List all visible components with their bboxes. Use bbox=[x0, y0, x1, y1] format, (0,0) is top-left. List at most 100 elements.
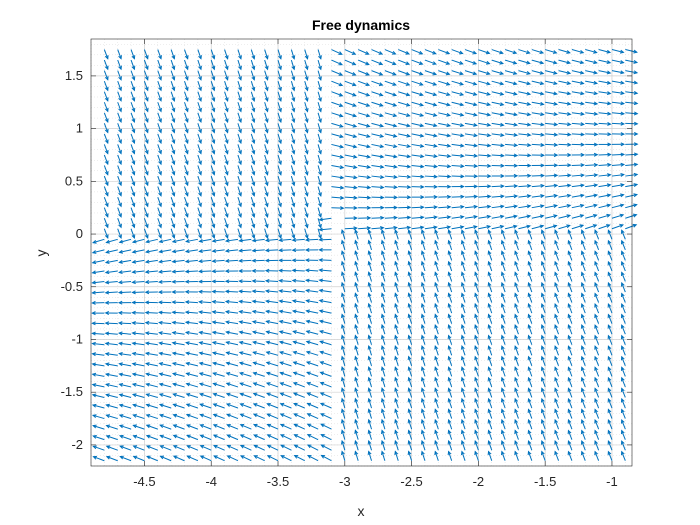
field-arrow-head bbox=[185, 351, 190, 356]
field-arrow-shaft bbox=[106, 456, 118, 462]
field-arrow-shaft bbox=[157, 91, 162, 102]
field-arrow-head bbox=[198, 289, 203, 294]
field-arrow bbox=[238, 320, 252, 325]
field-arrow bbox=[317, 91, 322, 103]
field-arrow-shaft bbox=[240, 455, 252, 462]
field-arrow bbox=[185, 413, 199, 420]
field-arrow-head bbox=[212, 413, 218, 418]
field-arrow-shaft bbox=[252, 321, 265, 325]
field-arrow-shaft bbox=[304, 218, 308, 228]
field-arrow bbox=[197, 133, 202, 145]
field-arrow-shaft bbox=[170, 196, 175, 207]
field-arrow-head bbox=[291, 258, 297, 263]
field-arrow-head bbox=[278, 258, 283, 263]
field-arrow bbox=[199, 445, 212, 451]
field-arrow-shaft bbox=[170, 81, 175, 91]
field-arrow-head bbox=[341, 271, 345, 276]
field-arrow-shaft bbox=[304, 154, 308, 165]
field-arrow bbox=[184, 91, 189, 102]
field-arrow bbox=[305, 361, 319, 367]
field-arrow-head bbox=[251, 192, 256, 197]
field-arrow-shaft bbox=[266, 361, 279, 367]
field-arrow-shaft bbox=[106, 394, 118, 398]
field-arrow bbox=[103, 186, 109, 197]
field-arrow bbox=[250, 154, 256, 166]
field-arrow bbox=[292, 371, 305, 377]
field-arrow-shaft bbox=[277, 81, 282, 91]
field-arrow bbox=[91, 290, 105, 295]
field-arrow-head bbox=[198, 249, 203, 253]
field-arrow-shaft bbox=[292, 310, 305, 314]
field-arrow bbox=[198, 341, 212, 346]
field-arrow-shaft bbox=[186, 403, 199, 409]
field-arrow-head bbox=[278, 289, 283, 294]
field-arrow-shaft bbox=[212, 321, 225, 325]
field-arrow bbox=[92, 424, 105, 430]
field-arrow-shaft bbox=[341, 398, 346, 409]
field-arrow-shaft bbox=[226, 362, 239, 367]
field-arrow bbox=[130, 228, 136, 239]
field-arrow-shaft bbox=[146, 414, 158, 420]
field-arrow-head bbox=[238, 289, 243, 294]
field-arrow bbox=[157, 102, 162, 113]
field-arrow-shaft bbox=[103, 144, 109, 154]
field-arrow-head bbox=[185, 361, 190, 366]
field-arrow bbox=[184, 289, 198, 294]
field-arrow bbox=[264, 144, 269, 155]
field-arrow-head bbox=[118, 234, 122, 239]
field-arrow-shaft bbox=[317, 70, 322, 81]
field-arrow-shaft bbox=[184, 165, 189, 175]
field-arrow-shaft bbox=[213, 403, 225, 409]
field-arrow bbox=[91, 249, 105, 254]
field-arrow-shaft bbox=[304, 59, 308, 70]
field-arrow bbox=[210, 165, 216, 176]
field-arrow bbox=[292, 340, 305, 346]
field-arrow bbox=[103, 165, 109, 176]
field-arrow-head bbox=[305, 278, 310, 283]
field-arrow-head bbox=[280, 455, 285, 459]
field-arrow-shaft bbox=[306, 279, 319, 282]
field-arrow-shaft bbox=[210, 144, 215, 154]
field-arrow-shaft bbox=[212, 352, 225, 356]
field-arrow-shaft bbox=[239, 351, 252, 356]
field-arrow bbox=[132, 455, 145, 462]
field-arrow-shaft bbox=[157, 154, 162, 165]
field-arrow bbox=[292, 382, 305, 388]
field-arrow-head bbox=[118, 270, 123, 275]
field-arrow bbox=[143, 123, 149, 134]
field-arrow-head bbox=[318, 268, 323, 273]
field-arrow bbox=[304, 248, 319, 252]
field-arrow bbox=[264, 238, 279, 243]
field-arrow-head bbox=[91, 331, 96, 336]
field-arrow-head bbox=[238, 299, 243, 304]
field-arrow-head bbox=[118, 341, 123, 346]
field-arrow-head bbox=[291, 97, 296, 103]
field-arrow bbox=[318, 288, 332, 293]
field-arrow-shaft bbox=[290, 133, 295, 144]
field-arrow-head bbox=[171, 361, 177, 366]
field-arrow-shaft bbox=[146, 435, 158, 441]
field-arrow-head bbox=[339, 123, 344, 128]
field-arrow bbox=[318, 278, 332, 283]
field-arrow bbox=[317, 165, 322, 176]
field-arrow-shaft bbox=[119, 249, 132, 253]
field-arrow bbox=[197, 196, 202, 208]
field-arrow-head bbox=[252, 403, 258, 407]
field-arrow bbox=[265, 330, 279, 335]
field-arrow-head bbox=[211, 330, 217, 335]
field-arrow-head bbox=[158, 202, 162, 208]
field-arrow bbox=[197, 154, 202, 166]
field-arrow-shaft bbox=[212, 301, 225, 304]
field-arrow-shaft bbox=[264, 175, 269, 186]
field-arrow-shaft bbox=[321, 455, 332, 462]
field-arrow-head bbox=[184, 86, 189, 92]
field-arrow-shaft bbox=[173, 414, 185, 420]
field-arrow-head bbox=[279, 371, 284, 376]
field-arrow-shaft bbox=[250, 91, 255, 102]
field-arrow-head bbox=[184, 279, 190, 284]
field-arrow-head bbox=[238, 118, 242, 124]
field-arrow-shaft bbox=[172, 342, 185, 346]
field-arrow-shaft bbox=[320, 340, 332, 346]
field-arrow-shaft bbox=[239, 341, 252, 346]
field-arrow-head bbox=[104, 331, 110, 336]
